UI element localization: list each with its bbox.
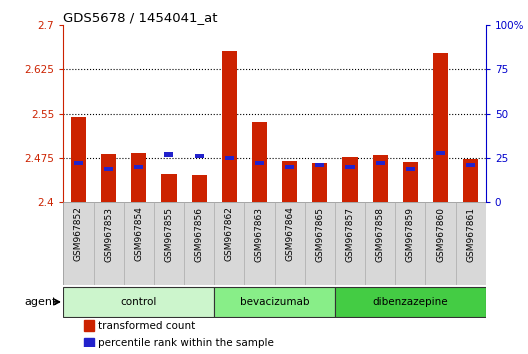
Bar (164, 152, 174, 156)
Text: GSM967860: GSM967860 (436, 207, 445, 262)
Text: GSM967864: GSM967864 (285, 207, 294, 262)
Text: GSM967863: GSM967863 (255, 207, 264, 262)
Text: agent: agent (24, 297, 56, 307)
Text: dibenzazepine: dibenzazepine (373, 297, 448, 307)
FancyBboxPatch shape (63, 202, 486, 285)
FancyBboxPatch shape (214, 287, 335, 317)
Text: control: control (120, 297, 157, 307)
Bar (162, 174, 176, 202)
Bar (104, 167, 113, 171)
FancyBboxPatch shape (63, 287, 214, 317)
Bar (406, 167, 415, 171)
Bar (285, 165, 294, 169)
Bar (71, 116, 86, 202)
Text: GSM967862: GSM967862 (225, 207, 234, 262)
Text: percentile rank within the sample: percentile rank within the sample (98, 338, 274, 348)
Text: GSM967855: GSM967855 (164, 207, 174, 262)
Text: transformed count: transformed count (98, 321, 195, 331)
Bar (131, 153, 146, 202)
Bar (222, 51, 237, 202)
Text: GSM967854: GSM967854 (134, 207, 143, 262)
Bar (84, 320, 94, 331)
Bar (134, 165, 143, 169)
Text: GSM967859: GSM967859 (406, 207, 415, 262)
Bar (373, 155, 388, 202)
Text: bevacizumab: bevacizumab (240, 297, 309, 307)
Bar (463, 159, 478, 202)
Bar (282, 161, 297, 202)
Text: GSM967853: GSM967853 (104, 207, 113, 262)
Text: GSM967856: GSM967856 (195, 207, 204, 262)
Bar (433, 53, 448, 202)
Bar (192, 175, 206, 202)
Bar (255, 161, 264, 165)
Text: GSM967857: GSM967857 (345, 207, 354, 262)
Text: GSM967852: GSM967852 (74, 207, 83, 262)
Bar (74, 161, 83, 165)
Bar (101, 154, 116, 202)
Text: GSM967861: GSM967861 (466, 207, 475, 262)
Bar (195, 154, 204, 158)
Bar (252, 122, 267, 202)
Bar (466, 163, 475, 167)
Bar (312, 163, 327, 202)
Text: GDS5678 / 1454041_at: GDS5678 / 1454041_at (63, 11, 218, 24)
Bar (345, 165, 354, 169)
Text: GSM967865: GSM967865 (315, 207, 324, 262)
Bar (315, 163, 324, 167)
Bar (343, 158, 357, 202)
Text: GSM967858: GSM967858 (375, 207, 385, 262)
Bar (436, 150, 445, 155)
Bar (225, 156, 234, 160)
Bar (84, 338, 94, 348)
Bar (375, 161, 385, 165)
Bar (403, 162, 418, 202)
FancyBboxPatch shape (335, 287, 486, 317)
